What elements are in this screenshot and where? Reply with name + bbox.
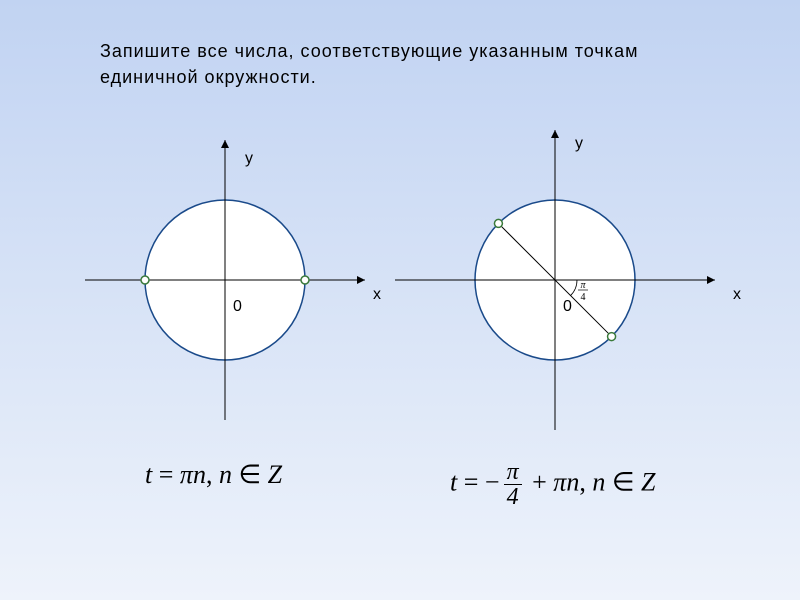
comma: , xyxy=(579,467,592,496)
frac-bot: 4 xyxy=(504,484,522,509)
left-origin-label: 0 xyxy=(233,298,242,316)
formula-right: t = −π4 + πn, n ∈ Z xyxy=(450,460,655,509)
frac-top: π xyxy=(504,460,522,484)
fraction: π4 xyxy=(504,460,522,509)
var-n: n xyxy=(193,460,206,489)
right-x-label: x xyxy=(733,286,741,304)
left-y-label: y xyxy=(245,150,253,168)
var-n: n xyxy=(592,467,605,496)
pi: π xyxy=(553,467,566,496)
right-origin-label: 0 xyxy=(563,298,572,316)
formula-left: t = πn, n ∈ Z xyxy=(145,460,282,490)
left-x-label: x xyxy=(373,286,381,304)
equals: = xyxy=(457,467,485,496)
elementof: ∈ xyxy=(605,467,641,496)
svg-text:4: 4 xyxy=(581,292,586,303)
var-n: n xyxy=(566,467,579,496)
unit-circle-right: π4 xyxy=(0,0,800,600)
comma: , xyxy=(206,460,219,489)
set-Z: Z xyxy=(268,460,282,489)
right-y-label: y xyxy=(575,135,583,153)
pi: π xyxy=(180,460,193,489)
elementof: ∈ xyxy=(232,460,268,489)
minus: − xyxy=(485,467,500,496)
var-n: n xyxy=(219,460,232,489)
equals: = xyxy=(152,460,180,489)
set-Z: Z xyxy=(641,467,655,496)
plus: + xyxy=(526,467,554,496)
